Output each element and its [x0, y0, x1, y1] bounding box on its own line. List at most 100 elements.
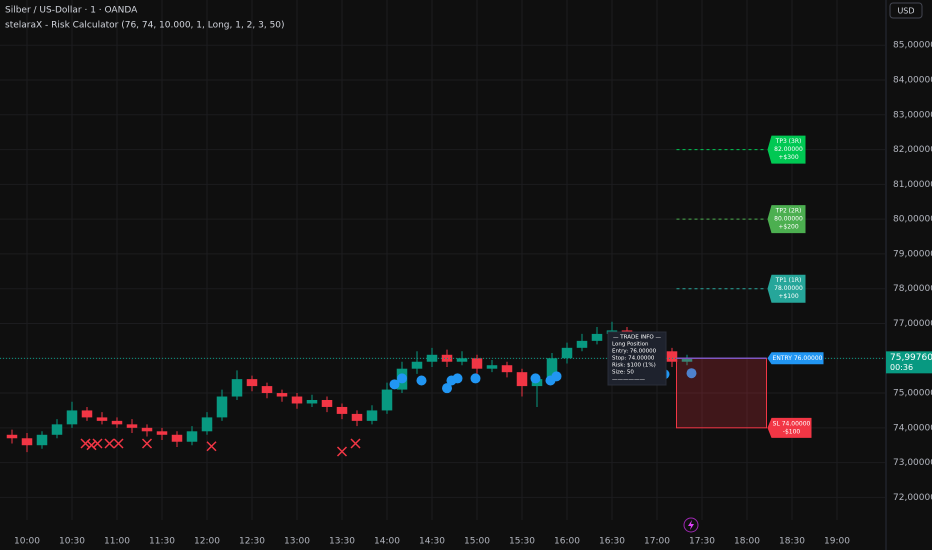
trade-info-line: — TRADE INFO —: [613, 335, 661, 341]
long-signal: [470, 373, 481, 384]
candle-body: [351, 413, 363, 421]
y-tick-label: 80,00000: [893, 215, 932, 225]
long-signal: [397, 373, 407, 384]
x-tick-label: 16:30: [599, 537, 625, 547]
candle-body: [411, 361, 423, 369]
stop-zone: [676, 357, 767, 429]
candle-body: [381, 389, 393, 411]
currency-button[interactable]: [889, 2, 923, 19]
long-signal: [442, 383, 452, 394]
level-tag-text: 82.00000: [774, 146, 803, 153]
countdown-label: 00:36: [890, 363, 913, 372]
y-tick-label: 85,00000: [893, 41, 932, 51]
x-tick-label: 11:00: [104, 537, 130, 547]
trade-info-line: Size: 50: [612, 370, 634, 376]
candle-body: [366, 410, 378, 421]
y-tick-label: 74,00000: [893, 423, 932, 433]
x-tick-label: 15:00: [464, 537, 490, 547]
level-tag: [767, 352, 824, 365]
candle-body: [156, 431, 168, 435]
y-tick-label: 77,00000: [893, 319, 932, 329]
exit-signal: [92, 438, 103, 449]
x-tick-label: 14:30: [419, 537, 445, 547]
last-price-label: 75,99760: [890, 353, 932, 363]
long-signal: [530, 373, 541, 384]
candle-body: [486, 365, 498, 369]
x-tick-label: 10:30: [59, 537, 85, 547]
level-tag-text: +$200: [778, 224, 798, 231]
candle-body: [141, 427, 153, 432]
candle-body: [681, 358, 693, 362]
y-tick-label: 72,00000: [893, 493, 932, 503]
level-tag-text: 80.00000: [774, 216, 803, 223]
candle-body: [321, 400, 333, 407]
level-tag-text: ENTRY 76.00000: [773, 355, 823, 362]
x-tick-label: 12:00: [194, 537, 220, 547]
y-tick-label: 73,00000: [893, 458, 932, 468]
x-tick-label: 17:30: [689, 537, 715, 547]
long-signal: [389, 379, 400, 390]
candle-body: [216, 396, 228, 418]
x-tick-label: 13:00: [284, 537, 310, 547]
candle-body: [96, 417, 108, 421]
candle-body: [456, 358, 468, 362]
level-tag-text: -$100: [783, 428, 801, 435]
y-tick-label: 82,00000: [893, 145, 932, 155]
level-tag-text: +$300: [778, 154, 798, 161]
currency-label[interactable]: USD: [897, 7, 914, 16]
trade-info-line: ——————: [612, 377, 646, 383]
y-tick-label: 75,00000: [893, 389, 932, 399]
candle-body: [81, 410, 93, 418]
exit-signal: [206, 441, 217, 452]
candle-body: [51, 424, 63, 435]
exit-signal: [86, 440, 97, 451]
level-tag-text: SL 74.00000: [773, 420, 811, 427]
level-tag-text: TP3 (3R): [775, 138, 802, 145]
x-tick-label: 18:00: [734, 537, 760, 547]
candle-body: [501, 365, 513, 373]
level-tag-text: TP2 (2R): [775, 208, 802, 215]
level-tag-text: +$100: [778, 293, 798, 300]
y-tick-label: 78,00000: [893, 284, 932, 294]
level-tag-text: 78.00000: [774, 285, 803, 292]
candle-body: [666, 351, 678, 362]
candle-body: [21, 438, 33, 446]
x-tick-label: 16:00: [554, 537, 580, 547]
candle-body: [291, 396, 303, 404]
candle-body: [66, 410, 78, 425]
candle-body: [201, 417, 213, 432]
candle-body: [126, 424, 138, 428]
candle-body: [546, 358, 558, 380]
long-signal: [452, 373, 463, 384]
trade-info-line: Entry: 76.00000: [612, 349, 657, 355]
candle-body: [276, 393, 288, 397]
lightning-icon[interactable]: [683, 517, 699, 533]
candle-body: [336, 406, 348, 414]
candle-body: [171, 434, 183, 442]
level-tag: [767, 417, 812, 438]
axes: 72,0000073,0000074,0000075,0000076,00000…: [14, 0, 932, 550]
level-tag: [767, 135, 806, 164]
candle-body: [36, 434, 48, 446]
long-signal: [551, 371, 562, 382]
lightning-glyph: [688, 520, 694, 530]
level-tag: [767, 274, 806, 303]
candle-body: [186, 431, 198, 442]
trade-info-line: Long Position: [612, 342, 649, 348]
y-tick-label: 81,00000: [893, 180, 932, 190]
x-tick-label: 13:30: [329, 537, 355, 547]
exit-signal: [141, 438, 153, 449]
x-tick-label: 11:30: [149, 537, 175, 547]
x-tick-label: 19:00: [824, 537, 850, 547]
level-tag-text: TP1 (1R): [775, 277, 802, 284]
y-tick-label: 79,00000: [893, 249, 932, 259]
chart-title: Silber / US-Dollar · 1 · OANDA: [5, 6, 138, 16]
candle-body: [231, 379, 243, 397]
level-tag: [767, 205, 806, 234]
exit-signal: [80, 438, 91, 449]
x-tick-label: 18:30: [779, 537, 805, 547]
y-tick-label: 83,00000: [893, 110, 932, 120]
x-tick-label: 10:00: [14, 537, 40, 547]
